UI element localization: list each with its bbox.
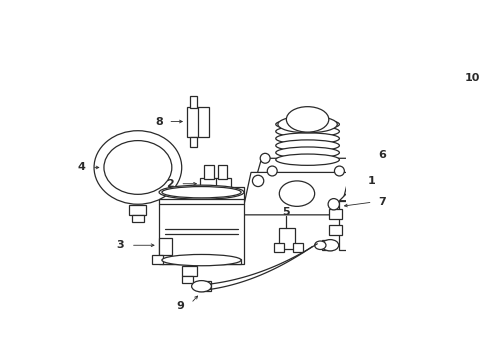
Text: 10: 10 bbox=[465, 73, 480, 84]
Bar bbox=[294, 243, 303, 252]
Ellipse shape bbox=[279, 181, 315, 206]
Bar bbox=[182, 266, 197, 276]
Ellipse shape bbox=[286, 107, 329, 132]
Ellipse shape bbox=[276, 147, 340, 158]
Ellipse shape bbox=[335, 166, 344, 176]
Bar bbox=[444, 97, 455, 111]
Text: 8: 8 bbox=[155, 117, 163, 126]
Bar bbox=[187, 107, 209, 137]
Bar bbox=[340, 201, 396, 250]
Ellipse shape bbox=[104, 141, 172, 194]
Ellipse shape bbox=[315, 241, 326, 249]
Bar bbox=[129, 205, 147, 215]
Ellipse shape bbox=[322, 240, 339, 251]
Bar bbox=[460, 118, 469, 125]
Bar bbox=[190, 137, 197, 147]
Text: 7: 7 bbox=[378, 197, 386, 207]
Text: 5: 5 bbox=[283, 207, 290, 217]
Text: 6: 6 bbox=[378, 150, 386, 160]
Polygon shape bbox=[242, 172, 350, 215]
Ellipse shape bbox=[260, 153, 270, 163]
Polygon shape bbox=[340, 190, 407, 201]
Bar bbox=[152, 255, 163, 264]
Ellipse shape bbox=[159, 185, 244, 199]
Ellipse shape bbox=[252, 175, 264, 186]
Bar bbox=[204, 165, 214, 180]
Ellipse shape bbox=[192, 280, 211, 292]
Bar bbox=[322, 240, 332, 250]
Ellipse shape bbox=[162, 255, 241, 266]
Ellipse shape bbox=[94, 131, 182, 204]
Ellipse shape bbox=[328, 199, 340, 210]
Bar bbox=[329, 209, 342, 219]
Bar bbox=[159, 186, 244, 264]
Bar bbox=[279, 228, 295, 249]
Ellipse shape bbox=[276, 154, 340, 165]
Bar bbox=[478, 118, 488, 125]
Bar bbox=[132, 215, 144, 222]
Bar bbox=[190, 96, 197, 108]
Bar bbox=[200, 178, 231, 198]
Text: 2: 2 bbox=[166, 179, 173, 189]
Bar bbox=[159, 238, 172, 255]
Ellipse shape bbox=[276, 133, 340, 144]
Text: 9: 9 bbox=[176, 301, 184, 311]
Text: 3: 3 bbox=[117, 240, 124, 250]
Ellipse shape bbox=[276, 140, 340, 151]
Polygon shape bbox=[396, 190, 407, 250]
Polygon shape bbox=[254, 158, 357, 183]
Bar bbox=[182, 276, 193, 283]
Ellipse shape bbox=[276, 119, 340, 130]
Text: 4: 4 bbox=[77, 162, 85, 172]
Bar bbox=[198, 281, 211, 291]
Bar bbox=[218, 165, 227, 180]
Bar bbox=[273, 243, 284, 252]
Ellipse shape bbox=[267, 166, 277, 176]
Bar bbox=[329, 225, 342, 235]
Bar bbox=[162, 259, 241, 264]
Ellipse shape bbox=[278, 116, 337, 133]
Ellipse shape bbox=[276, 126, 340, 137]
Bar bbox=[454, 91, 490, 118]
Text: 1: 1 bbox=[368, 176, 375, 186]
